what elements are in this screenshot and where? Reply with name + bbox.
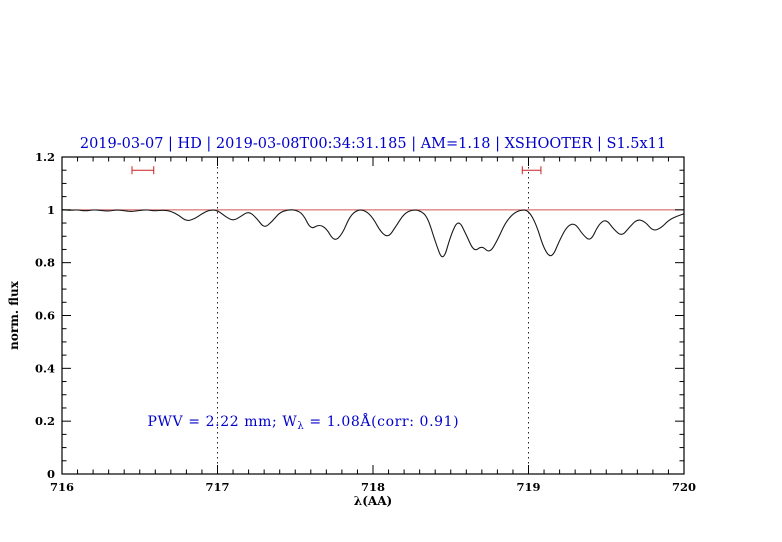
x-tick-label: 717	[205, 480, 229, 494]
y-tick-label: 0.4	[35, 361, 55, 375]
range-marker-0	[131, 166, 155, 175]
y-tick-label: 0.8	[35, 256, 55, 270]
range-marker-1	[521, 166, 542, 175]
x-tick-label: 719	[516, 480, 540, 494]
chart-title: 2019-03-07 | HD | 2019-03-08T00:34:31.18…	[80, 136, 666, 152]
y-tick-label: 0.2	[35, 414, 55, 428]
y-tick-label: 0	[47, 467, 55, 481]
x-axis-label: λ(AA)	[354, 494, 392, 508]
spectrum-line	[61, 209, 685, 258]
pwv-annotation: PWV = 2.22 mm; Wλ = 1.08Å(corr: 0.91)	[148, 412, 460, 432]
y-tick-label: 1	[47, 203, 55, 217]
y-tick-label: 0.6	[35, 309, 55, 323]
x-tick-label: 718	[361, 480, 385, 494]
x-tick-label: 720	[672, 480, 696, 494]
y-tick-label: 1.2	[35, 150, 55, 164]
axis-ticks	[61, 156, 685, 475]
x-tick-label: 716	[50, 480, 74, 494]
y-axis-label: norm. flux	[7, 280, 21, 350]
